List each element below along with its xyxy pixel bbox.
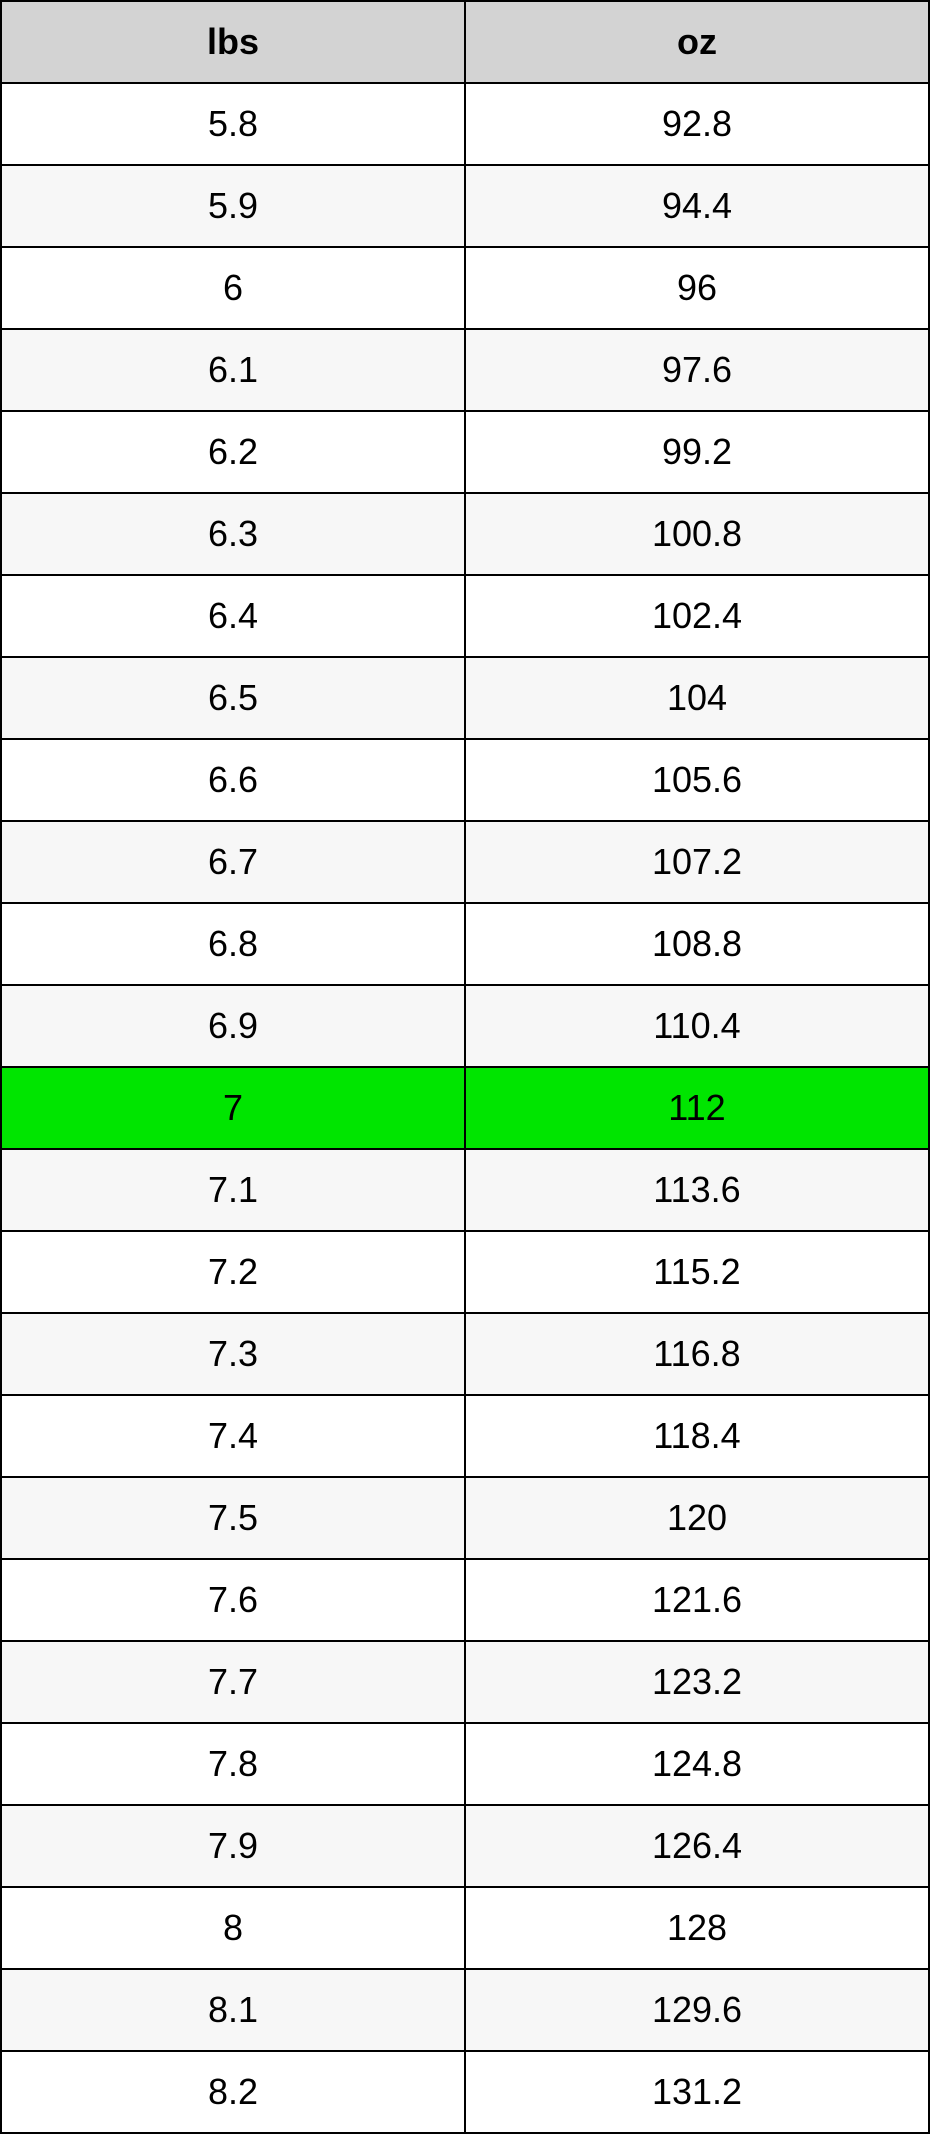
table-row: 7.1113.6	[1, 1149, 929, 1231]
cell-oz: 124.8	[465, 1723, 929, 1805]
table-row: 6.8108.8	[1, 903, 929, 985]
table-row: 5.994.4	[1, 165, 929, 247]
cell-lbs: 7.9	[1, 1805, 465, 1887]
cell-lbs: 5.8	[1, 83, 465, 165]
cell-oz: 131.2	[465, 2051, 929, 2133]
cell-oz: 94.4	[465, 165, 929, 247]
table-row: 6.197.6	[1, 329, 929, 411]
cell-oz: 128	[465, 1887, 929, 1969]
column-header-oz: oz	[465, 1, 929, 83]
cell-oz: 104	[465, 657, 929, 739]
cell-lbs: 7.7	[1, 1641, 465, 1723]
table-row: 6.9110.4	[1, 985, 929, 1067]
cell-oz: 129.6	[465, 1969, 929, 2051]
table-row: 6.7107.2	[1, 821, 929, 903]
cell-oz: 105.6	[465, 739, 929, 821]
cell-oz: 126.4	[465, 1805, 929, 1887]
table-row: 7.2115.2	[1, 1231, 929, 1313]
cell-lbs: 7	[1, 1067, 465, 1149]
table-row: 6.6105.6	[1, 739, 929, 821]
cell-lbs: 7.2	[1, 1231, 465, 1313]
cell-oz: 116.8	[465, 1313, 929, 1395]
cell-lbs: 7.1	[1, 1149, 465, 1231]
table-row: 7.5120	[1, 1477, 929, 1559]
cell-lbs: 8.1	[1, 1969, 465, 2051]
cell-lbs: 8	[1, 1887, 465, 1969]
cell-oz: 92.8	[465, 83, 929, 165]
table-body: 5.892.85.994.46966.197.66.299.26.3100.86…	[1, 83, 929, 2133]
table-row: 8.2131.2	[1, 2051, 929, 2133]
table-row: 8.1129.6	[1, 1969, 929, 2051]
cell-lbs: 6.2	[1, 411, 465, 493]
cell-lbs: 7.5	[1, 1477, 465, 1559]
table-row: 7.4118.4	[1, 1395, 929, 1477]
table-row: 7.7123.2	[1, 1641, 929, 1723]
cell-lbs: 6.4	[1, 575, 465, 657]
column-header-lbs: lbs	[1, 1, 465, 83]
table-row: 6.299.2	[1, 411, 929, 493]
table-row: 696	[1, 247, 929, 329]
cell-oz: 102.4	[465, 575, 929, 657]
cell-lbs: 6.8	[1, 903, 465, 985]
cell-lbs: 6	[1, 247, 465, 329]
table-row: 7.8124.8	[1, 1723, 929, 1805]
table-row: 7112	[1, 1067, 929, 1149]
table-header-row: lbs oz	[1, 1, 929, 83]
cell-oz: 121.6	[465, 1559, 929, 1641]
cell-lbs: 5.9	[1, 165, 465, 247]
cell-oz: 96	[465, 247, 929, 329]
cell-lbs: 6.7	[1, 821, 465, 903]
table-row: 8128	[1, 1887, 929, 1969]
cell-oz: 112	[465, 1067, 929, 1149]
cell-lbs: 6.9	[1, 985, 465, 1067]
cell-lbs: 7.6	[1, 1559, 465, 1641]
cell-oz: 108.8	[465, 903, 929, 985]
cell-oz: 123.2	[465, 1641, 929, 1723]
cell-oz: 107.2	[465, 821, 929, 903]
cell-oz: 118.4	[465, 1395, 929, 1477]
cell-lbs: 7.3	[1, 1313, 465, 1395]
cell-oz: 113.6	[465, 1149, 929, 1231]
cell-lbs: 6.5	[1, 657, 465, 739]
cell-lbs: 6.6	[1, 739, 465, 821]
table-row: 7.9126.4	[1, 1805, 929, 1887]
cell-oz: 99.2	[465, 411, 929, 493]
cell-lbs: 7.8	[1, 1723, 465, 1805]
cell-oz: 115.2	[465, 1231, 929, 1313]
cell-lbs: 6.1	[1, 329, 465, 411]
cell-lbs: 7.4	[1, 1395, 465, 1477]
table-row: 5.892.8	[1, 83, 929, 165]
table-row: 7.3116.8	[1, 1313, 929, 1395]
table-row: 6.4102.4	[1, 575, 929, 657]
cell-lbs: 8.2	[1, 2051, 465, 2133]
cell-oz: 97.6	[465, 329, 929, 411]
cell-lbs: 6.3	[1, 493, 465, 575]
table-row: 6.3100.8	[1, 493, 929, 575]
cell-oz: 120	[465, 1477, 929, 1559]
conversion-table: lbs oz 5.892.85.994.46966.197.66.299.26.…	[0, 0, 930, 2134]
cell-oz: 110.4	[465, 985, 929, 1067]
cell-oz: 100.8	[465, 493, 929, 575]
table-row: 6.5104	[1, 657, 929, 739]
table-row: 7.6121.6	[1, 1559, 929, 1641]
